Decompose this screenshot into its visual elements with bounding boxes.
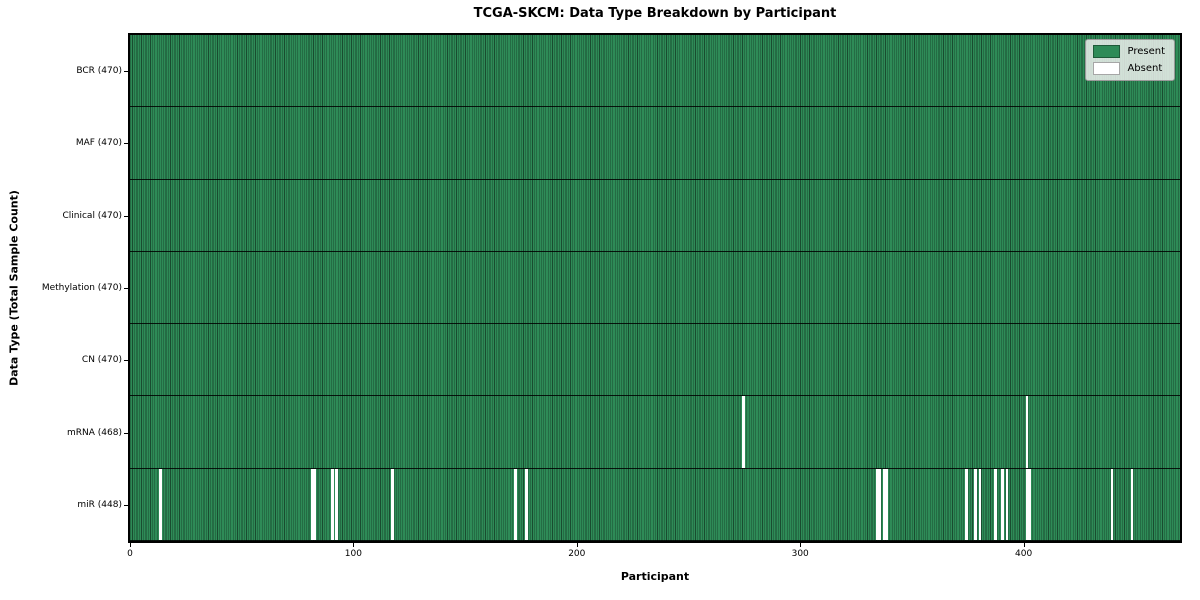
y-tick-mark [124, 143, 128, 145]
absent-mark [525, 468, 528, 540]
absent-mark [158, 468, 162, 540]
y-tick-mark [124, 504, 128, 506]
y-tick-label: mRNA (468) [67, 427, 122, 438]
absent-mark [741, 396, 745, 468]
y-tick-mark [124, 288, 128, 289]
x-tick-label: 0 [127, 549, 133, 559]
legend: Present Absent [1085, 39, 1175, 81]
legend-entry-present: Present [1093, 45, 1165, 58]
absent-swatch [1093, 62, 1121, 75]
x-tick-label: 300 [791, 549, 809, 559]
absent-mark [1025, 468, 1029, 540]
legend-entry-absent: Absent [1093, 62, 1165, 75]
x-axis-label: Participant [620, 570, 690, 583]
heatmap-row-mRNA [130, 396, 1180, 469]
y-tick-mark [124, 432, 128, 434]
plot-area: Present Absent [128, 33, 1182, 543]
absent-mark [878, 468, 881, 540]
heatmap-row-CN [130, 324, 1180, 397]
absent-mark [876, 468, 879, 540]
absent-mark [514, 468, 517, 540]
x-tick-label: 200 [568, 549, 586, 559]
absent-mark [882, 468, 886, 540]
present-swatch [1093, 45, 1121, 58]
heatmap-row-Methylation [130, 251, 1180, 325]
y-tick-label: miR (448) [77, 499, 122, 510]
heatmap-row-MAF [130, 107, 1180, 180]
heatmap-row-BCR [130, 35, 1180, 108]
x-tick-mark [576, 543, 578, 547]
y-tick-mark [124, 71, 128, 73]
chart-title: TCGA-SKCM: Data Type Breakdown by Partic… [473, 6, 837, 21]
absent-mark [391, 468, 394, 540]
y-tick-mark [124, 215, 128, 217]
legend-label-present: Present [1127, 46, 1165, 57]
y-tick-label: MAF (470) [75, 138, 122, 149]
absent-mark [330, 468, 334, 540]
y-tick-label: CN (470) [81, 355, 122, 366]
heatmap-row-miR [130, 468, 1180, 541]
absent-mark [884, 468, 888, 540]
absent-mark [1130, 468, 1134, 540]
absent-mark [994, 468, 998, 540]
absent-mark [310, 468, 314, 540]
absent-mark [313, 468, 316, 540]
x-tick-label: 100 [344, 549, 362, 559]
y-tick-label: BCR (470) [76, 66, 122, 77]
absent-mark [1005, 468, 1009, 540]
absent-mark [965, 468, 969, 540]
legend-label-absent: Absent [1127, 63, 1163, 74]
absent-mark [335, 468, 339, 540]
absent-mark [1001, 468, 1004, 540]
absent-mark [1027, 468, 1031, 540]
x-tick-mark [130, 543, 131, 547]
x-tick-mark [800, 543, 802, 547]
absent-mark [1110, 468, 1114, 540]
absent-mark [974, 468, 977, 540]
y-tick-label: Methylation (470) [41, 283, 122, 293]
x-tick-label: 400 [1015, 549, 1033, 559]
y-tick-label: Clinical (470) [62, 210, 122, 221]
y-tick-mark [124, 360, 128, 362]
heatmap-row-Clinical [130, 179, 1180, 252]
absent-mark [978, 468, 982, 540]
x-tick-mark [353, 543, 355, 547]
x-tick-mark [1023, 543, 1025, 547]
absent-mark [1025, 396, 1029, 468]
